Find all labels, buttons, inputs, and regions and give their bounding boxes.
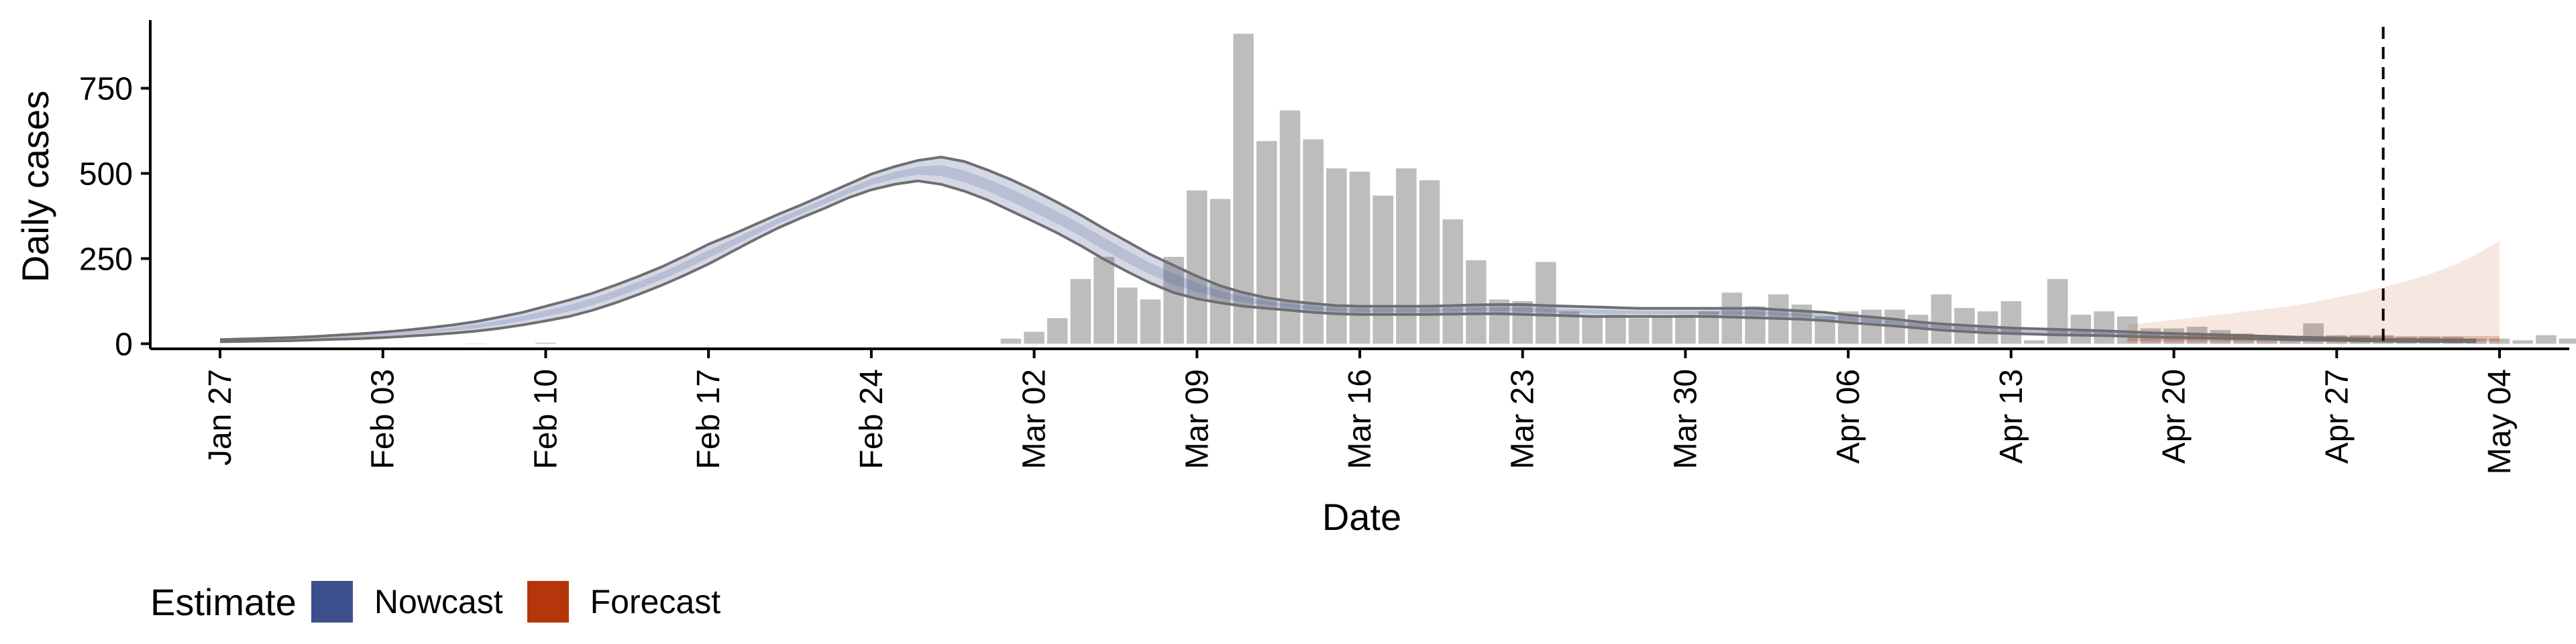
nowcast-lower-line	[219, 179, 2477, 343]
case-bar	[1349, 171, 1371, 344]
y-ticks: 0 250 500 750	[79, 72, 150, 362]
x-tick-label: Apr 20	[2157, 369, 2192, 464]
nowcast-upper-line	[219, 156, 2477, 341]
case-bar	[1187, 190, 1208, 344]
case-bar	[1326, 168, 1347, 344]
forecast-ribbon	[2127, 241, 2500, 344]
y-tick-label: 0	[115, 327, 133, 362]
case-bar	[1652, 316, 1673, 344]
x-tick-label: Mar 02	[1017, 369, 1053, 469]
case-bar	[1373, 195, 1393, 344]
legend-key-forecast	[527, 581, 569, 623]
x-tick-label: Feb 17	[691, 369, 727, 469]
case-bar	[1466, 260, 1487, 344]
x-tick-label: Jan 27	[203, 369, 238, 466]
case-bar	[1140, 299, 1161, 344]
case-bar	[2047, 278, 2068, 344]
y-tick-label: 250	[79, 241, 133, 277]
x-tick-label: Mar 16	[1342, 369, 1378, 469]
case-bar	[1745, 306, 1766, 344]
case-bar	[1605, 315, 1626, 344]
case-bar	[1024, 331, 1044, 344]
estimate-lines	[219, 156, 2477, 343]
case-bar	[1489, 299, 1510, 344]
x-ticks: Jan 27 Feb 03 Feb 10 Feb 17 Feb 24 Mar 02 Mar …	[203, 349, 2518, 474]
y-tick-label: 500	[79, 156, 133, 192]
case-bar	[2512, 340, 2533, 344]
y-axis-title: Daily cases	[14, 91, 56, 282]
x-tick-label: Mar 23	[1505, 369, 1541, 469]
case-bar	[1070, 278, 1091, 344]
x-axis-title: Date	[1322, 496, 1401, 538]
legend-key-nowcast	[311, 581, 353, 623]
legend-title: Estimate	[150, 580, 297, 623]
legend-label-nowcast: Nowcast	[374, 583, 503, 621]
case-bar	[2489, 338, 2510, 344]
case-bar	[1512, 301, 1533, 344]
x-tick-label: Apr 06	[1831, 369, 1866, 464]
case-bar	[466, 343, 486, 344]
case-bar	[1046, 318, 1068, 344]
x-tick-label: Feb 24	[854, 369, 890, 469]
case-bar	[2116, 316, 2138, 344]
case-bar	[1303, 139, 1324, 344]
case-bar	[2000, 301, 2022, 344]
case-bar	[2094, 311, 2114, 344]
case-bar	[535, 342, 556, 344]
case-bar	[1000, 338, 1022, 344]
legend-label-forecast: Forecast	[590, 583, 721, 621]
case-bar	[1931, 294, 1952, 344]
legend: Estimate Nowcast Forecast	[150, 577, 745, 627]
case-bar	[2559, 338, 2576, 344]
case-bar	[1628, 318, 1650, 344]
x-tick-label: May 04	[2482, 369, 2518, 474]
case-bar	[1117, 287, 1138, 344]
case-bar	[1163, 256, 1184, 344]
case-bar	[1256, 141, 1277, 344]
x-tick-label: Apr 27	[2319, 369, 2355, 464]
x-tick-label: Feb 03	[366, 369, 401, 469]
x-tick-label: Mar 09	[1179, 369, 1215, 469]
case-bar	[1093, 256, 1114, 344]
x-tick-label: Apr 13	[1994, 369, 2029, 464]
y-tick-label: 750	[79, 72, 133, 107]
x-tick-label: Feb 10	[528, 369, 564, 469]
case-bar	[1396, 168, 1417, 344]
x-tick-label: Mar 30	[1668, 369, 1703, 469]
case-bar	[1536, 262, 1556, 344]
case-bar	[2536, 335, 2557, 344]
case-bar	[1442, 219, 1463, 344]
case-bar	[2024, 340, 2045, 344]
case-bars	[466, 34, 2576, 344]
case-bar	[1279, 110, 1301, 344]
case-bar	[1210, 199, 1231, 344]
case-bar	[1861, 309, 1882, 344]
case-bar	[1582, 316, 1603, 344]
case-bar	[1675, 315, 1696, 344]
case-bar	[1419, 180, 1440, 344]
